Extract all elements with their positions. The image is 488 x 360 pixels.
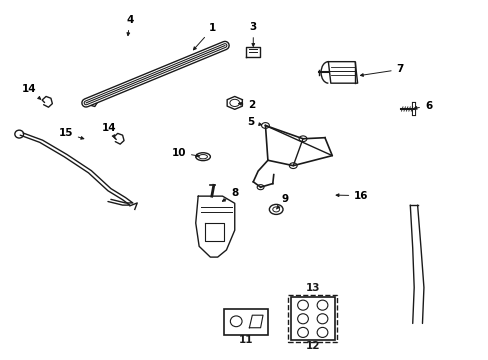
Text: 7: 7 <box>360 64 403 76</box>
Text: 5: 5 <box>246 117 261 127</box>
Bar <box>288 296 336 342</box>
Text: 15: 15 <box>58 128 83 139</box>
Text: 12: 12 <box>305 341 319 351</box>
Bar <box>290 297 334 340</box>
Text: 9: 9 <box>276 194 287 209</box>
Text: 3: 3 <box>249 22 256 46</box>
Bar <box>224 309 267 335</box>
Text: 16: 16 <box>335 191 368 201</box>
Text: 11: 11 <box>238 334 253 345</box>
Text: 1: 1 <box>193 23 216 50</box>
Text: 14: 14 <box>21 84 41 99</box>
Text: 13: 13 <box>305 283 319 293</box>
Text: 6: 6 <box>413 101 431 111</box>
Text: 8: 8 <box>222 188 239 201</box>
Text: 2: 2 <box>238 100 255 110</box>
Text: 10: 10 <box>171 148 199 158</box>
Text: 4: 4 <box>126 15 133 36</box>
Text: 14: 14 <box>102 122 116 138</box>
